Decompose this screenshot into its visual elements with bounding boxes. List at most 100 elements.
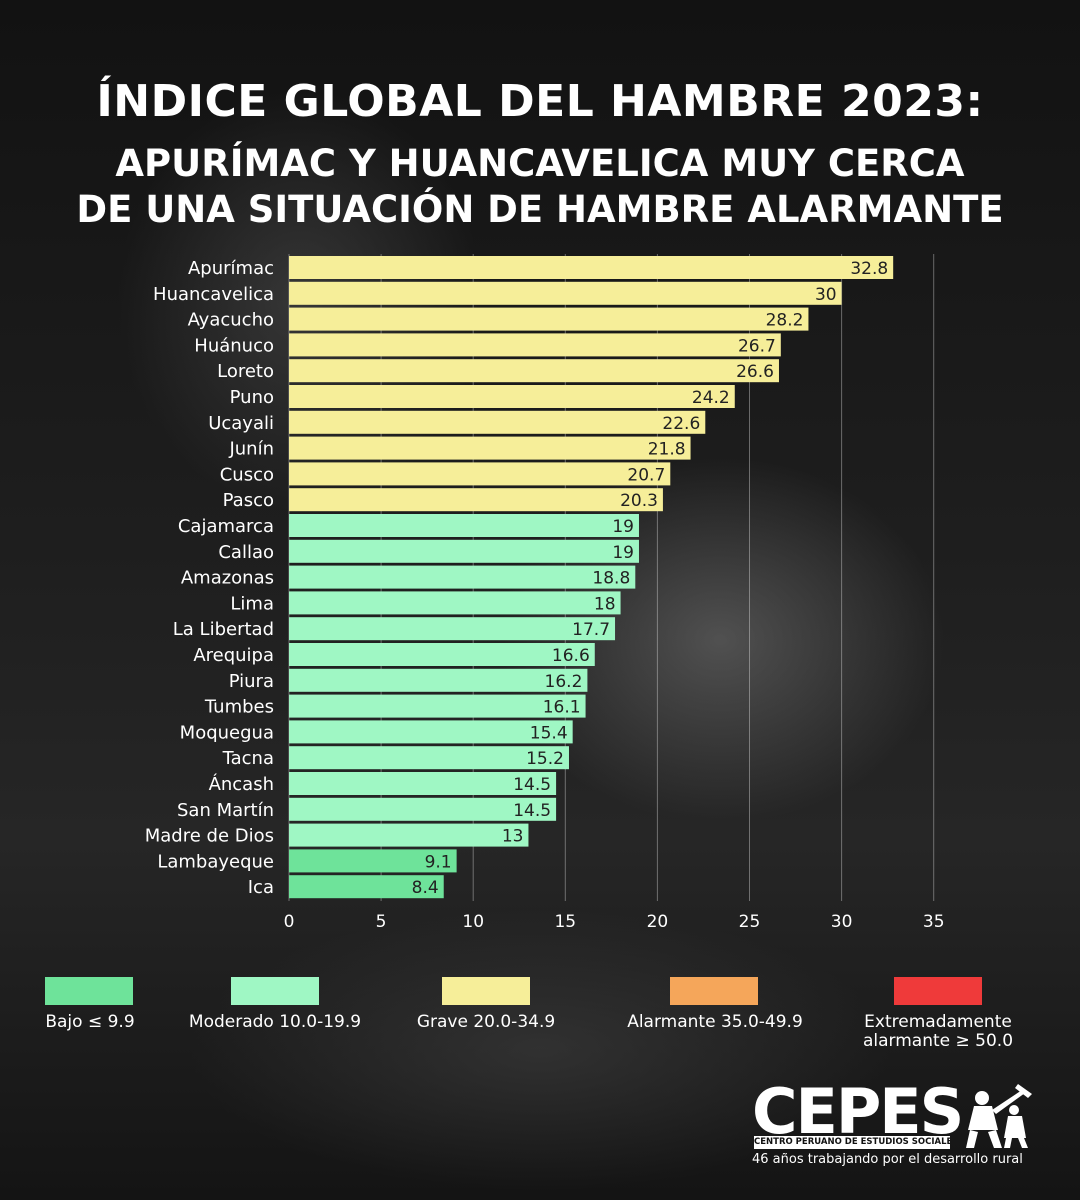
bar (289, 436, 691, 460)
legend-label-extremadamente: Extremadamente alarmante ≥ 50.0 (840, 1013, 1036, 1051)
category-label: Tacna (222, 748, 274, 769)
legend-label-alarmante: Alarmante 35.0-49.9 (627, 1012, 803, 1032)
data-label: 18.8 (592, 569, 630, 589)
legend-swatch-grave (442, 977, 530, 1005)
data-label: 16.6 (552, 646, 590, 666)
bar (289, 333, 781, 357)
bar (289, 565, 636, 589)
data-label: 30 (815, 285, 837, 305)
data-label: 26.6 (736, 362, 774, 382)
x-tick-label: 15 (554, 912, 576, 932)
data-label: 26.7 (738, 336, 776, 356)
bar (289, 617, 616, 641)
bar (289, 797, 557, 821)
category-label: Áncash (209, 773, 274, 795)
data-label: 20.3 (620, 491, 658, 511)
x-tick-label: 5 (376, 912, 387, 932)
category-label: Cusco (220, 464, 274, 485)
x-tick-label: 25 (739, 912, 761, 932)
category-label: Junín (228, 439, 274, 460)
x-tick-label: 30 (831, 912, 853, 932)
legend-label-bajo: Bajo ≤ 9.9 (45, 1012, 135, 1032)
data-label: 14.5 (513, 801, 551, 821)
category-label: Madre de Dios (145, 826, 274, 847)
category-label: Tumbes (204, 697, 274, 718)
bar (289, 410, 706, 434)
category-label: Moquegua (180, 722, 274, 743)
category-label: Lima (230, 593, 274, 614)
category-label: San Martín (177, 800, 274, 821)
data-label: 32.8 (850, 259, 888, 279)
x-tick-label: 10 (462, 912, 484, 932)
legend-swatch-extremadamente (894, 977, 982, 1005)
category-label: Puno (230, 387, 274, 408)
cepes-logo: CEPES CENTRO PERUANO DE ESTUDIOS SOCIALE… (752, 1080, 1042, 1170)
bar (289, 823, 529, 847)
bar (289, 256, 894, 279)
data-label: 8.4 (412, 878, 439, 898)
data-label: 9.1 (425, 852, 452, 872)
bar (289, 849, 457, 873)
bar (289, 281, 842, 305)
data-label: 14.5 (513, 775, 551, 795)
bar (289, 307, 809, 331)
data-label: 24.2 (692, 388, 730, 408)
bar (289, 875, 444, 899)
data-label: 28.2 (766, 311, 804, 331)
category-label: La Libertad (173, 619, 274, 640)
category-label: Lambayeque (157, 851, 274, 872)
x-tick-label: 35 (923, 912, 945, 932)
legend-label-extremadamente-line1: Extremadamente (864, 1012, 1012, 1032)
category-label: Cajamarca (178, 516, 274, 537)
bar (289, 514, 639, 537)
data-label: 19 (612, 543, 634, 563)
chart-title-line1: ÍNDICE GLOBAL DEL HAMBRE 2023: (96, 76, 984, 127)
bar (289, 591, 621, 615)
x-tick-label: 20 (647, 912, 669, 932)
data-label: 22.6 (662, 414, 700, 434)
category-label: Ica (248, 877, 274, 898)
bar (289, 668, 588, 692)
bar-chart: Apurímac 32.8 Huancavelica 30 Ayacucho 28.2 Hu… (145, 256, 945, 932)
bar (289, 359, 779, 383)
data-label: 20.7 (627, 465, 665, 485)
subtitle-line1: APURÍMAC Y HUANCAVELICA MUY CERCA (115, 142, 965, 185)
bar (289, 746, 569, 770)
category-label: Pasco (223, 490, 274, 511)
bar (289, 462, 671, 486)
category-label: Arequipa (193, 645, 274, 666)
legend-swatch-bajo (45, 977, 133, 1005)
bar (289, 643, 595, 666)
legend-label-moderado: Moderado 10.0-19.9 (188, 1012, 362, 1032)
category-label: Huancavelica (153, 284, 274, 305)
bar (289, 720, 573, 744)
logo-wordmark: CEPES (752, 1075, 964, 1148)
data-label: 17.7 (572, 620, 610, 640)
logo-subtitle: CENTRO PERUANO DE ESTUDIOS SOCIALES (754, 1136, 950, 1149)
data-label: 16.1 (543, 698, 581, 718)
legend-swatch-moderado (231, 977, 319, 1005)
legend-label-extremadamente-line2: alarmante ≥ 50.0 (862, 1031, 1014, 1051)
category-label: Loreto (217, 361, 274, 382)
data-label: 15.4 (530, 723, 568, 743)
category-label: Apurímac (188, 258, 274, 279)
category-label: Ucayali (208, 413, 274, 434)
data-label: 15.2 (526, 749, 564, 769)
logo-tagline: 46 años trabajando por el desarrollo rur… (752, 1152, 1023, 1167)
category-label: Piura (229, 671, 274, 692)
category-label: Ayacucho (188, 310, 274, 331)
bar (289, 385, 735, 408)
legend-swatch-alarmante (670, 977, 758, 1005)
farmer-figure-icon (966, 1084, 1032, 1148)
bar (289, 539, 639, 563)
data-label: 21.8 (648, 440, 686, 460)
bar (289, 488, 663, 512)
category-label: Callao (218, 542, 274, 563)
chart-subtitle: APURÍMAC Y HUANCAVELICA MUY CERCA DE UNA… (0, 141, 1080, 233)
bar (289, 772, 557, 795)
x-tick-label: 0 (284, 912, 295, 932)
data-label: 13 (502, 827, 524, 847)
bar (289, 694, 586, 718)
data-label: 18 (594, 594, 616, 614)
legend-label-grave: Grave 20.0-34.9 (416, 1012, 556, 1032)
